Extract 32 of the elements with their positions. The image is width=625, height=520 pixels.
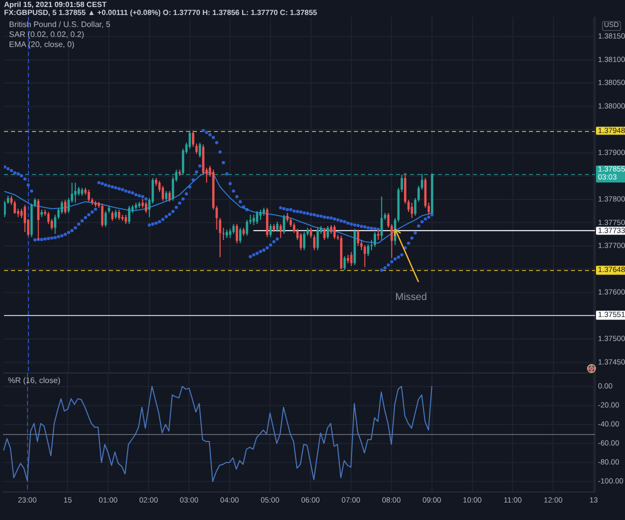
candlestick — [316, 227, 319, 251]
annotation: SAR (0.02, 0.02, 0.2) — [9, 30, 84, 40]
candlestick — [303, 231, 306, 251]
candlestick — [24, 204, 26, 232]
candlestick — [162, 185, 164, 202]
candlestick — [64, 199, 66, 214]
annotation: EMA (20, close, 0) — [9, 40, 74, 50]
annotation: Missed — [395, 292, 427, 304]
annotation: %R (16, close) — [8, 376, 60, 386]
candlestick — [367, 244, 370, 257]
candlestick — [111, 210, 114, 222]
candlestick — [198, 142, 202, 158]
candlestick — [326, 225, 329, 240]
candlestick — [239, 227, 242, 244]
candlestick — [128, 205, 130, 225]
candlestick — [88, 189, 90, 202]
candlestick — [165, 190, 168, 202]
candlestick — [276, 221, 278, 232]
candlestick — [229, 228, 232, 239]
candlestick — [300, 232, 302, 251]
candlestick — [252, 214, 255, 226]
candlestick — [380, 196, 383, 240]
candlestick — [374, 231, 376, 248]
candlestick — [104, 210, 107, 228]
candlestick — [101, 203, 104, 228]
candlestick — [74, 182, 76, 204]
annotation: British Pound / U.S. Dollar, 5 — [9, 20, 110, 30]
candlestick — [114, 209, 117, 220]
candlestick — [350, 252, 352, 266]
candlestick — [124, 214, 127, 225]
candlestick — [360, 239, 363, 251]
candlestick — [280, 224, 282, 239]
